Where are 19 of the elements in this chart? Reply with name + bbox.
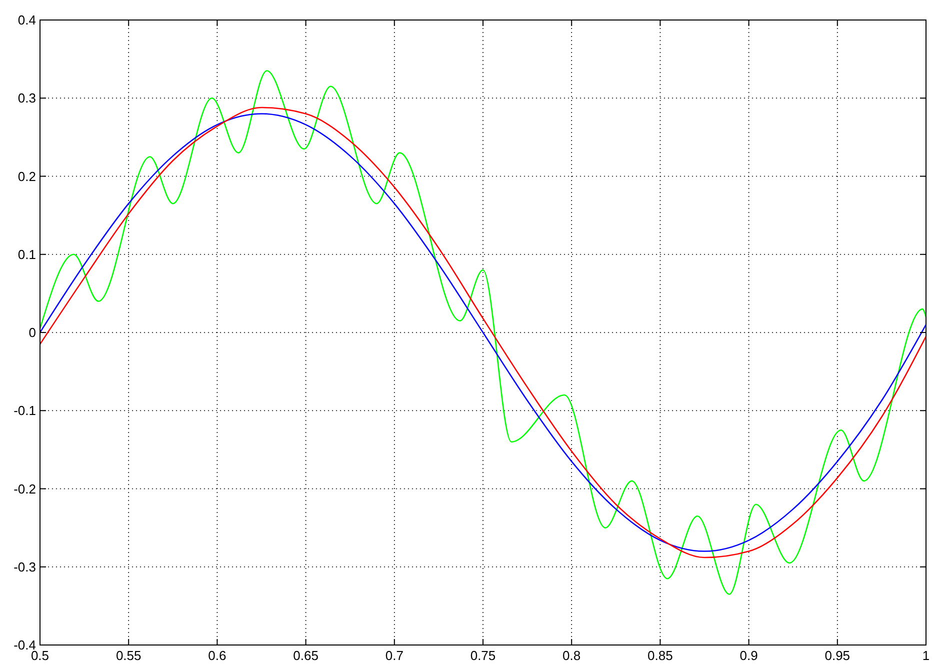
- y-tick-label: 0.1: [18, 246, 36, 262]
- x-tick-label: 0.5: [30, 648, 50, 663]
- x-tick-label: 0.65: [293, 648, 318, 663]
- x-tick-label: 0.75: [470, 648, 496, 663]
- y-tick-label: 0.3: [18, 90, 36, 106]
- x-tick-label: 0.7: [385, 648, 404, 663]
- y-tick-label: 0: [28, 325, 36, 340]
- x-tick-label: 0.85: [648, 648, 673, 663]
- x-tick-label: 0.6: [208, 648, 226, 663]
- y-tick-label: 0.2: [18, 168, 36, 184]
- x-tick-label: 0.95: [824, 648, 850, 663]
- y-tick-label: -0.3: [14, 559, 36, 574]
- x-tick-label: 0.8: [562, 648, 581, 663]
- y-tick-label: -0.1: [14, 403, 36, 418]
- y-tick-label: -0.2: [14, 481, 36, 496]
- x-tick-label: 1: [922, 648, 930, 663]
- y-tick-label: 0.4: [18, 12, 36, 28]
- x-tick-label: 0.9: [740, 648, 758, 663]
- x-tick-label: 0.55: [116, 648, 142, 663]
